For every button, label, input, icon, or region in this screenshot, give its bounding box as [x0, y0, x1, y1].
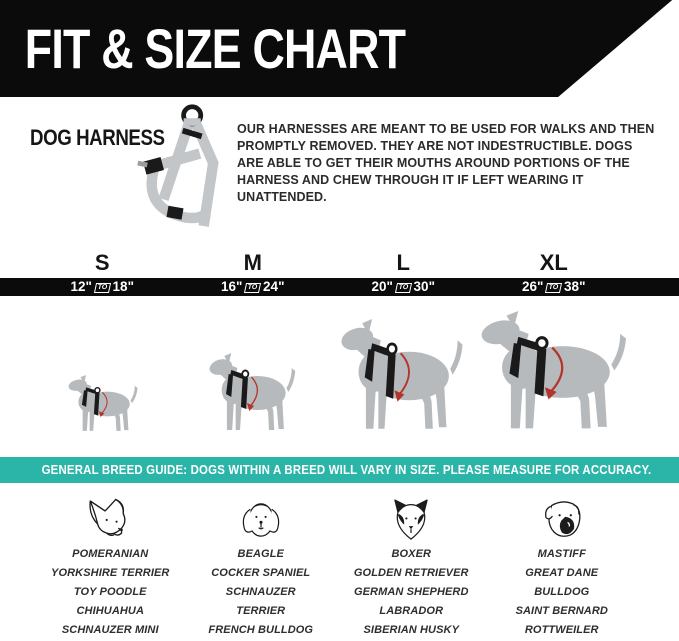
breed-item: SCHNAUZER MINI [61, 624, 159, 636]
beagle-head-icon [242, 503, 279, 537]
harness-illustration-icon [137, 104, 219, 227]
intro-section: DOG HARNESS OUR HARNESSES ARE MEANT TO B… [0, 97, 679, 252]
breed-item: SIBERIAN HUSKY [363, 624, 460, 636]
breed-column-l: BOXER GOLDEN RETRIEVER GERMAN SHEPHERD L… [336, 483, 487, 641]
breed-item: FRENCH BULLDOG [208, 624, 314, 636]
range-from: 26" [522, 279, 544, 294]
to-badge: TO [394, 283, 412, 293]
breed-list-xl: MASTIFF GREAT DANE BULLDOG SAINT BERNARD… [487, 545, 638, 640]
measurement-range-xl: 26" TO 38" [479, 278, 630, 296]
to-badge: TO [244, 283, 262, 293]
breed-guide-banner-text: GENERAL BREED GUIDE: DOGS WITHIN A BREED… [41, 462, 652, 477]
breed-item: LABRADOR [379, 605, 444, 617]
range-to: 30" [413, 279, 435, 294]
range-from: 20" [371, 279, 393, 294]
product-name: DOG HARNESS [30, 125, 165, 150]
breed-list-l: BOXER GOLDEN RETRIEVER GERMAN SHEPHERD L… [336, 545, 487, 640]
breed-item: POMERANIAN [72, 548, 149, 560]
page-title: FIT & SIZE CHART [24, 17, 406, 80]
range-to: 24" [263, 279, 285, 294]
breed-item: TOY POODLE [73, 586, 147, 598]
header-banner: FIT & SIZE CHART [0, 0, 673, 97]
breed-item: GOLDEN RETRIEVER [353, 567, 469, 579]
dog-silhouette-s-icon [65, 375, 139, 433]
size-label-xl: XL [539, 250, 568, 275]
chihuahua-head-icon [89, 498, 126, 536]
breed-item: SAINT BERNARD [515, 605, 608, 617]
size-label-m: M [243, 250, 262, 275]
measurement-range-l: 20" TO 30" [328, 278, 479, 296]
size-label-s: S [94, 250, 110, 275]
range-to: 38" [564, 279, 586, 294]
breed-item: BEAGLE [237, 548, 284, 560]
to-badge: TO [93, 283, 111, 293]
breed-item: GREAT DANE [525, 567, 599, 579]
dog-silhouette-m-icon [205, 353, 297, 433]
measurement-range-s: 12" TO 18" [27, 278, 178, 296]
breed-item: ROTTWEILER [524, 624, 599, 636]
breed-item: CHIHUAHUA [76, 605, 144, 617]
breed-list-s: POMERANIAN YORKSHIRE TERRIER TOY POODLE … [35, 545, 186, 640]
measurement-bar: 12" TO 18" 16" TO 24" 20" TO 30" 26" TO 38" [0, 278, 679, 296]
breed-list-m: BEAGLE COCKER SPANIEL SCHNAUZER TERRIER … [186, 545, 337, 640]
dog-silhouette-xl-icon [474, 311, 629, 433]
breed-item: TERRIER [236, 605, 286, 617]
range-to: 18" [112, 279, 134, 294]
to-badge: TO [545, 283, 563, 293]
breed-item: GERMAN SHEPHERD [353, 586, 469, 598]
dog-silhouette-l-icon [335, 319, 465, 433]
breed-item: MASTIFF [537, 548, 586, 560]
range-from: 16" [221, 279, 243, 294]
breed-item: SCHNAUZER [225, 586, 296, 598]
breed-column-s: POMERANIAN YORKSHIRE TERRIER TOY POODLE … [35, 483, 186, 641]
husky-head-icon [394, 499, 428, 540]
range-from: 12" [70, 279, 92, 294]
breed-guide-banner: GENERAL BREED GUIDE: DOGS WITHIN A BREED… [0, 457, 679, 483]
breed-column-m: BEAGLE COCKER SPANIEL SCHNAUZER TERRIER … [186, 483, 337, 641]
size-label-l: L [396, 250, 410, 275]
product-description: OUR HARNESSES ARE MEANT TO BE USED FOR W… [237, 122, 655, 204]
breed-item: COCKER SPANIEL [211, 567, 311, 579]
breed-item: BULLDOG [534, 586, 590, 598]
breed-guide-section: POMERANIAN YORKSHIRE TERRIER TOY POODLE … [35, 483, 637, 641]
breed-item: YORKSHIRE TERRIER [51, 567, 170, 579]
measurement-range-m: 16" TO 24" [178, 278, 329, 296]
dog-size-illustrations [27, 296, 629, 457]
size-labels-row: S M L XL [27, 250, 629, 278]
breed-item: BOXER [391, 548, 432, 560]
breed-column-xl: MASTIFF GREAT DANE BULLDOG SAINT BERNARD… [487, 483, 638, 641]
mastiff-head-icon [544, 501, 581, 537]
